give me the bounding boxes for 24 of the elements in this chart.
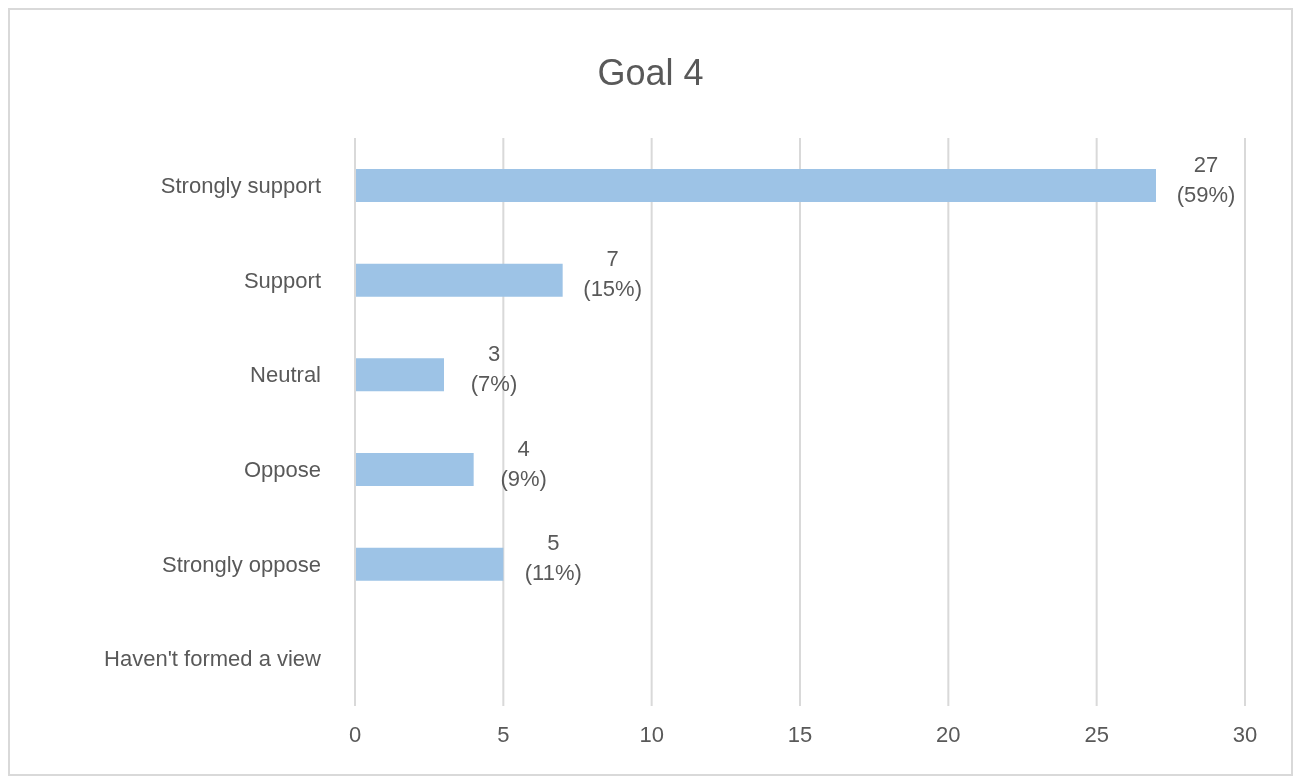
chart-title: Goal 4 [596,52,705,94]
bar [355,358,444,392]
x-tick-label: 5 [497,721,510,747]
bar [355,169,1156,202]
y-tick-label: Support [243,267,321,293]
x-tick-label: 10 [639,721,664,747]
data-label: 5 (11%) [524,530,582,586]
y-tick-label: Haven't formed a view [104,646,322,672]
x-tick-label: 20 [936,721,961,747]
bar [355,453,474,486]
data-label: 27 (59%) [1176,151,1236,207]
y-tick-label: Oppose [243,457,321,483]
x-tick-label: 15 [787,721,813,747]
y-tick-label: Strongly oppose [162,551,321,577]
data-label: 3 (7%) [470,340,518,396]
y-tick-label: Strongly support [160,173,321,199]
data-label: 4 (9%) [500,435,547,491]
x-tick-label: 30 [1232,721,1258,747]
bar [355,263,563,297]
bar [355,547,504,581]
data-label: 7 (15%) [583,246,643,302]
x-tick-label: 25 [1084,721,1109,747]
y-tick-label: Neutral [250,362,321,388]
x-tick-label: 0 [348,721,362,747]
